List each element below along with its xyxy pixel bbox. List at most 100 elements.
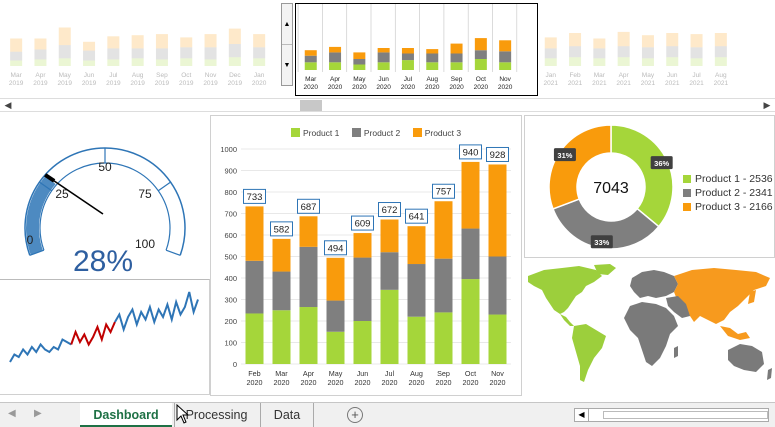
- tab-processing[interactable]: Processing: [174, 403, 258, 427]
- world-map: [528, 264, 772, 382]
- timeline-scrollbar[interactable]: ◀ ▶: [0, 98, 775, 112]
- timeline-slicer[interactable]: Mar 2019 Apr 2019 May 2019 Jun 2019 Jul 2019 Aug 20…: [0, 0, 775, 96]
- map-europe[interactable]: [630, 270, 678, 298]
- timeline-month-label: Aug: [426, 76, 438, 83]
- map-africa[interactable]: [624, 302, 678, 366]
- timeline-month-label: Jun: [378, 76, 389, 83]
- bar-legend: Product 1 Product 2 Product 3: [291, 124, 469, 142]
- bar-total-label: 757: [436, 187, 452, 198]
- bar-x-month-label: Nov: [491, 369, 504, 378]
- timeline-year-label: 2019: [58, 80, 73, 87]
- bar-segment-product-2: [461, 228, 480, 280]
- timeline-year-label: 2019: [228, 80, 243, 87]
- donut-slice: [548, 124, 612, 210]
- bar-segment-product-1: [353, 321, 372, 364]
- timeline-bar-segment: [450, 62, 463, 70]
- sheet-horizontal-scrollbar[interactable]: ◀: [574, 408, 769, 422]
- prev-sheet-icon[interactable]: ◀: [8, 408, 16, 419]
- bar-total-box: [243, 188, 266, 204]
- map-central-america[interactable]: [560, 314, 574, 326]
- donut-legend-item-1: Product 1 - 2536: [683, 173, 773, 185]
- timeline-bar-segment: [666, 46, 679, 58]
- timeline-bar-segment: [34, 38, 47, 50]
- add-sheet-button[interactable]: +: [347, 407, 363, 423]
- scroll-left-icon[interactable]: ◀: [4, 100, 12, 110]
- timeline-bar-segment: [714, 46, 727, 58]
- timeline-bar-segment: [131, 35, 144, 49]
- timeline-bar-segment: [204, 59, 217, 66]
- map-japan[interactable]: [748, 290, 756, 304]
- bar-total-label: 494: [328, 243, 344, 254]
- map-greenland[interactable]: [594, 264, 616, 275]
- map-asia[interactable]: [674, 268, 770, 324]
- gauge-tick-label: 75: [138, 187, 152, 201]
- timeline-bar-segment: [155, 34, 168, 49]
- map-north-america[interactable]: [528, 266, 602, 314]
- timeline-bar-segment: [474, 59, 487, 70]
- bar-segment-product-1: [434, 312, 453, 364]
- timeline-month-label: Jan: [546, 72, 557, 79]
- timeline-bar-segment: [107, 48, 120, 60]
- trend-panel: [0, 279, 210, 395]
- bar-segment-product-3: [299, 216, 318, 247]
- bar-segment-product-2: [245, 260, 264, 314]
- bar-total-box: [459, 144, 482, 160]
- timeline-bar-segment: [253, 34, 266, 48]
- timeline-bar-segment: [329, 46, 342, 53]
- donut-legend-item-2: Product 2 - 2341: [683, 187, 773, 199]
- timeline-bar-segment: [714, 33, 727, 47]
- bar-y-tick-label: 500: [224, 253, 237, 262]
- bar-x-month-label: Feb: [248, 369, 260, 378]
- bar-x-month-label: Jun: [357, 369, 369, 378]
- bar-total-box: [486, 146, 509, 162]
- timeline-bar-segment: [593, 58, 606, 66]
- donut-pct-label: 36%: [654, 159, 669, 168]
- scroll-left-icon[interactable]: ◀: [575, 409, 589, 421]
- bar-total-label: 940: [463, 147, 479, 158]
- map-south-america[interactable]: [572, 324, 606, 382]
- timeline-month-label: Aug: [715, 72, 727, 79]
- bar-x-year-label: 2020: [274, 378, 290, 387]
- timeline-bar-segment: [155, 48, 168, 60]
- timeline-month-label: May: [59, 72, 72, 79]
- scroll-right-icon[interactable]: ▶: [763, 100, 771, 110]
- map-madagascar[interactable]: [674, 346, 678, 358]
- bar-segment-product-1: [272, 310, 291, 364]
- map-southeast-asia[interactable]: [720, 326, 750, 340]
- gauge-outer-arc: [24, 147, 186, 256]
- bar-y-tick-label: 1000: [220, 145, 237, 154]
- timeline-spin-buttons[interactable]: ▲ ▼: [281, 3, 293, 86]
- timeline-bar-segment: [641, 58, 654, 66]
- timeline-bar-segment: [690, 47, 703, 59]
- timeline-bar-segment: [204, 47, 217, 60]
- bar-segment-product-2: [272, 271, 291, 311]
- bar-x-year-label: 2020: [463, 378, 479, 387]
- map-australia[interactable]: [728, 344, 764, 372]
- timeline-month-label: Mar: [11, 72, 23, 79]
- timeline-bar-segment: [180, 47, 193, 59]
- timeline-month-label: Jul: [692, 72, 701, 79]
- timeline-year-label: 2019: [179, 80, 194, 87]
- sheet-scroll-thumb[interactable]: [603, 411, 768, 419]
- tab-data[interactable]: Data: [260, 403, 314, 427]
- next-sheet-icon[interactable]: ▶: [34, 408, 42, 419]
- timeline-bar-segment: [180, 58, 193, 66]
- timeline-bar-segment: [204, 34, 217, 48]
- trend-line-end: [114, 291, 199, 333]
- map-middle-east[interactable]: [666, 296, 690, 318]
- timeline-month-label: Apr: [330, 76, 341, 83]
- scroll-thumb[interactable]: [300, 100, 322, 111]
- tab-dashboard[interactable]: Dashboard: [80, 403, 172, 427]
- bar-total-box: [405, 208, 428, 224]
- gauge-tick: [165, 249, 181, 256]
- timeline-bar-segment: [499, 51, 512, 63]
- sheet-tab-bar: ◀ ▶ Dashboard Processing Data + ◀: [0, 402, 775, 427]
- timeline-selection-window[interactable]: Feb2020Mar2020Apr2020May2020Jun2020Jul20…: [279, 3, 538, 96]
- spin-up-icon[interactable]: ▲: [282, 4, 292, 45]
- map-new-zealand[interactable]: [767, 368, 772, 380]
- timeline-year-label: 2021: [714, 80, 729, 87]
- spin-down-icon[interactable]: ▼: [283, 62, 291, 69]
- timeline-year-label: 2019: [9, 80, 24, 87]
- timeline-bar-segment: [377, 52, 390, 63]
- timeline-bar-segment: [426, 62, 439, 70]
